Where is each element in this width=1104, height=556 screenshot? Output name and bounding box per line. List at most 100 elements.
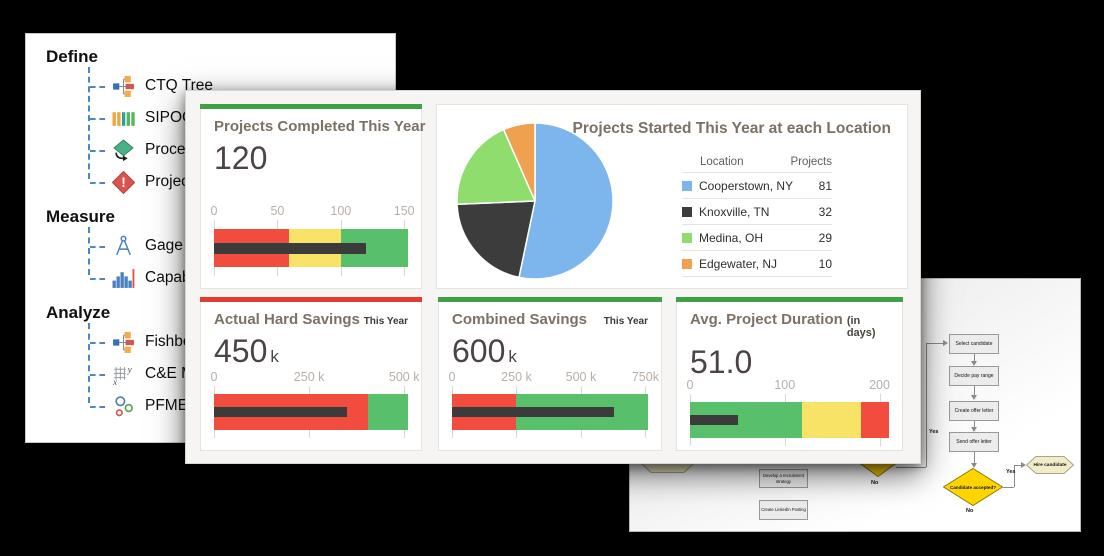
- sipoc-icon: [112, 107, 135, 130]
- flow-connector: [926, 343, 943, 344]
- legend-value: 29: [818, 230, 832, 245]
- tile-period: This Year: [363, 316, 408, 327]
- axis-tick-label: 150: [393, 204, 415, 218]
- flow-connector: [926, 343, 927, 467]
- section-heading-measure: Measure: [46, 207, 115, 226]
- axis-tick-label: 0: [448, 370, 456, 384]
- node-label: Create LinkedIn Posting: [761, 507, 806, 513]
- kpi-value: 450 k: [214, 333, 279, 369]
- legend-value: 81: [818, 178, 832, 193]
- node-label: Select candidate: [955, 340, 993, 347]
- pie-slice-medina-oh[interactable]: [456, 128, 536, 205]
- axis-tick-label: 200: [869, 378, 890, 392]
- sidebar-item-label: SIPOC: [145, 109, 194, 126]
- kpi-value: 600 k: [452, 333, 517, 369]
- section-heading-define: Define: [46, 47, 98, 66]
- bullet-chart-projects-completed: 0 50 100 150: [210, 204, 415, 276]
- tile-projects-by-location[interactable]: Projects Started This Year at each Locat…: [436, 104, 908, 289]
- tile-period: This Year: [603, 316, 648, 327]
- node-label: Develop a recruitment strategy: [763, 473, 804, 484]
- tile-accent-bar: [438, 297, 662, 302]
- legend-row-medina-oh[interactable]: Medina, OH 29: [682, 225, 832, 251]
- tile-actual-hard-savings[interactable]: Actual Hard Savings This Year 450 k 0 250 …: [200, 297, 422, 451]
- svg-text:y: y: [127, 365, 133, 375]
- axis-tick-label: 500 k: [388, 370, 420, 384]
- flow-node-create-linkedin-posting[interactable]: Create LinkedIn Posting: [759, 500, 808, 520]
- tile-combined-savings[interactable]: Combined Savings This Year 600 k 0 250 k 50…: [438, 297, 662, 451]
- arrowhead-icon: [943, 340, 948, 346]
- flow-connector: [1014, 465, 1022, 466]
- flow-connector: [974, 386, 975, 396]
- flow-connector: [1003, 487, 1014, 488]
- axis-tick-labels: 0 250 k 500 k: [210, 370, 420, 386]
- flow-node-create-offer-letter[interactable]: Create offer letter: [949, 401, 999, 421]
- arrowhead-icon: [971, 463, 977, 468]
- legend-header: Location Projects: [682, 151, 832, 173]
- bullet-measure-bar: [690, 415, 739, 425]
- legend-row-edgewater-nj[interactable]: Edgewater, NJ 10: [682, 251, 832, 277]
- flow-node-develop-strategy[interactable]: Develop a recruitment strategy: [759, 469, 808, 488]
- no-label: No: [966, 508, 974, 514]
- pie-slice-edgewater-nj[interactable]: [502, 122, 536, 202]
- axis-tick-label: 0: [210, 370, 218, 384]
- bullet-plot-area: [214, 220, 408, 276]
- kpi-value: 51.0: [690, 344, 753, 380]
- svg-text:!: !: [121, 175, 126, 190]
- bullet-measure-bar: [214, 243, 367, 254]
- tile-accent-bar: [200, 297, 422, 302]
- bullet-plot-area: [214, 386, 408, 438]
- bullet-plot-area: [452, 386, 648, 438]
- node-label: Decide pay range: [954, 372, 994, 379]
- axis-tick-label: 0: [210, 204, 218, 218]
- sidebar-item-ctq-tree[interactable]: CTQ Tree: [88, 70, 395, 102]
- legend-label: Cooperstown, NY: [699, 178, 794, 193]
- node-label: Send offer letter: [956, 438, 992, 445]
- legend-swatch-icon: [682, 206, 692, 217]
- legend-header-projects: Projects: [790, 155, 832, 168]
- bullet-chart-combined-savings: 0 250 k 500 k 750k: [448, 370, 659, 438]
- pie-slice-knoxville-tn[interactable]: [456, 200, 536, 279]
- flow-connector: [974, 354, 975, 362]
- tile-avg-project-duration[interactable]: Avg. Project Duration (in days) 51.0 0 10…: [676, 297, 903, 451]
- capability-icon: [112, 267, 135, 290]
- tile-title: Projects Completed This Year: [214, 118, 426, 135]
- bullet-measure-bar: [452, 407, 615, 417]
- process-map-icon: [112, 138, 135, 162]
- svg-text:x: x: [112, 377, 118, 385]
- pie-slice-cooperstown-ny[interactable]: [518, 122, 614, 280]
- flow-node-candidate-accepted[interactable]: Candidate accepted?: [943, 468, 1003, 506]
- bullet-chart-actual-hard-savings: 0 250 k 500 k: [210, 370, 420, 438]
- flow-connector: [974, 421, 975, 428]
- node-label: Create offer letter: [954, 407, 994, 414]
- axis-tick-labels: 0 250 k 500 k 750k: [448, 370, 659, 386]
- legend-header-location: Location: [700, 155, 744, 168]
- legend-value: 10: [818, 256, 832, 271]
- axis-tick-labels: 0 100 200: [687, 378, 890, 394]
- flow-node-select-candidate[interactable]: Select candidate: [949, 334, 999, 354]
- legend-swatch-icon: [682, 258, 692, 269]
- tile-title: Avg. Project Duration: [690, 311, 843, 328]
- bullet-band: [368, 394, 408, 430]
- tile-title: Projects Started This Year at each Locat…: [572, 120, 891, 137]
- legend-swatch-icon: [682, 180, 692, 191]
- sidebar-item-sipoc[interactable]: SIPOC: [88, 102, 395, 134]
- legend-swatch-icon: [682, 232, 692, 243]
- legend-row-knoxville-tn[interactable]: Knoxville, TN 32: [682, 199, 832, 225]
- tile-projects-completed[interactable]: Projects Completed This Year 120 0 50 100 1…: [200, 104, 426, 289]
- legend-value: 32: [818, 204, 832, 219]
- pie-chart: [449, 117, 625, 292]
- yes-label: Yes: [1006, 469, 1016, 475]
- axis-tick-label: 250 k: [501, 370, 532, 384]
- flow-connector: [974, 452, 975, 464]
- axis-tick-label: 500 k: [565, 370, 597, 384]
- axis-tick-labels: 0 50 100 150: [210, 204, 415, 220]
- flow-node-decide-pay-range[interactable]: Decide pay range: [949, 366, 999, 386]
- legend-row-cooperstown-ny[interactable]: Cooperstown, NY 81: [682, 173, 832, 199]
- arrowhead-icon: [971, 361, 977, 366]
- tile-title: Actual Hard Savings: [214, 311, 360, 328]
- arrowhead-icon: [971, 427, 977, 432]
- flow-node-hire-candidate[interactable]: Hire candidate: [1026, 456, 1074, 474]
- legend-label: Edgewater, NJ: [699, 256, 778, 271]
- fishbone-icon: [112, 331, 135, 354]
- flow-node-send-offer-letter[interactable]: Send offer letter: [949, 432, 999, 452]
